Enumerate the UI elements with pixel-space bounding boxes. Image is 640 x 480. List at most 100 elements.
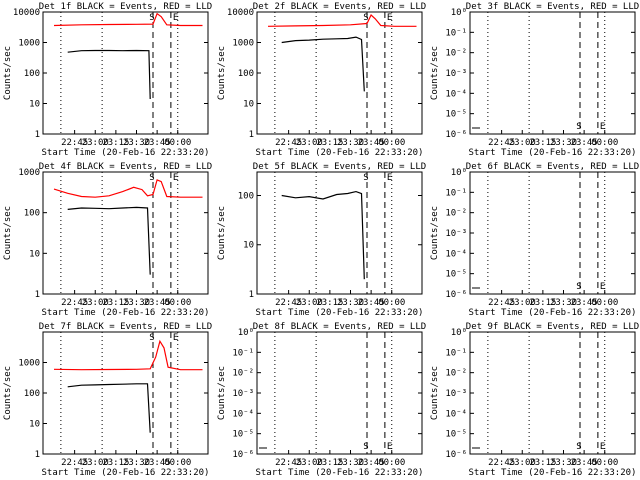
x-tick-label: 23:15: [316, 458, 343, 468]
panel-det-7: Det 7f BLACK = Events, RED = LLD 1 10 100 10…: [3, 322, 212, 478]
y-tick-label: 10⁻⁵: [445, 110, 467, 120]
y-tick-label: 10⁻¹: [445, 348, 467, 358]
y-tick-label: 100: [238, 69, 254, 79]
panel-det-6: Det 6f BLACK = Events, RED = LLD 10⁻⁶ 10⁻⁵…: [430, 162, 639, 318]
end-marker: E: [173, 13, 178, 23]
x-tick-label: 23:00: [509, 458, 536, 468]
y-tick-label: 10000: [227, 8, 254, 18]
x-tick-label: 00:00: [591, 138, 618, 148]
y-tick-label: 100: [24, 209, 40, 219]
x-tick-label: 23:00: [509, 138, 536, 148]
plot-frame: [469, 11, 636, 135]
y-tick-label: 10000: [13, 8, 40, 18]
x-tick-label: 22:45: [275, 138, 302, 148]
x-axis-label: Start Time (20-Feb-16 22:33:20): [256, 468, 424, 478]
y-tick-label: 10: [29, 100, 40, 110]
x-tick-label: 23:15: [316, 138, 343, 148]
y-axis-label: Counts/sec: [3, 46, 13, 100]
y-tick-label: 10⁻²: [445, 209, 467, 219]
y-tick-label: 10⁻²: [232, 369, 254, 379]
y-tick-label: 1: [35, 130, 40, 140]
y-tick-label: 10⁰: [451, 328, 467, 338]
x-tick-label: 22:45: [275, 458, 302, 468]
y-axis-label: Counts/sec: [430, 366, 440, 420]
y-axis-label: Counts/sec: [217, 46, 227, 100]
plot-frame: [256, 171, 423, 295]
end-marker: E: [600, 282, 605, 292]
x-tick-label: 23:30: [123, 458, 150, 468]
y-axis-label: Counts/sec: [3, 366, 13, 420]
x-tick-label: 23:30: [337, 298, 364, 308]
x-tick-label: 23:15: [102, 458, 129, 468]
y-tick-label: 10⁻³: [445, 69, 467, 79]
x-tick-label: 23:45: [144, 138, 171, 148]
panel-title: Det 4f BLACK = Events, RED = LLD: [39, 162, 212, 172]
y-tick-label: 10⁻¹: [445, 188, 467, 198]
panel-title: Det 9f BLACK = Events, RED = LLD: [466, 322, 639, 332]
x-axis-label: Start Time (20-Feb-16 22:33:20): [42, 148, 210, 158]
x-tick-label: 00:00: [378, 138, 405, 148]
x-tick-label: 23:00: [296, 298, 323, 308]
x-tick-label: 23:45: [571, 138, 598, 148]
events-series-line: [67, 49, 151, 100]
x-tick-label: 23:15: [316, 298, 343, 308]
y-tick-label: 10: [243, 100, 254, 110]
plot-frame: [469, 331, 636, 455]
y-tick-label: 10⁻²: [445, 369, 467, 379]
y-tick-label: 10⁻⁵: [445, 430, 467, 440]
x-tick-label: 23:15: [529, 458, 556, 468]
x-tick-label: 23:00: [296, 138, 323, 148]
x-tick-label: 00:00: [378, 298, 405, 308]
end-marker: E: [600, 122, 605, 132]
y-tick-label: 1: [249, 290, 254, 300]
y-tick-label: 1: [35, 290, 40, 300]
y-tick-label: 10⁻¹: [232, 348, 254, 358]
x-tick-label: 23:00: [509, 298, 536, 308]
plot-frame: [469, 171, 636, 295]
y-tick-label: 10⁻⁶: [445, 450, 467, 460]
x-tick-label: 00:00: [591, 298, 618, 308]
x-tick-label: 23:15: [102, 138, 129, 148]
x-tick-label: 22:45: [275, 298, 302, 308]
y-tick-label: 1000: [18, 359, 40, 369]
y-tick-label: 10⁻⁴: [445, 409, 467, 419]
x-tick-label: 23:00: [82, 138, 109, 148]
y-tick-label: 10⁻²: [445, 49, 467, 59]
y-tick-label: 1: [249, 130, 254, 140]
x-axis-label: Start Time (20-Feb-16 22:33:20): [42, 308, 210, 318]
end-marker: E: [173, 333, 178, 343]
x-tick-label: 23:45: [571, 298, 598, 308]
y-tick-label: 1: [35, 450, 40, 460]
y-tick-label: 10⁰: [451, 8, 467, 18]
y-tick-label: 100: [238, 191, 254, 201]
end-marker: E: [600, 442, 605, 452]
x-tick-label: 23:30: [550, 298, 577, 308]
x-tick-label: 22:45: [61, 458, 88, 468]
y-tick-label: 10⁻⁶: [445, 290, 467, 300]
x-tick-label: 23:00: [82, 458, 109, 468]
y-tick-label: 100: [24, 389, 40, 399]
y-tick-label: 10: [29, 420, 40, 430]
y-tick-label: 10⁻⁵: [445, 270, 467, 280]
plot-frame: [42, 331, 209, 455]
y-tick-label: 100: [24, 69, 40, 79]
start-marker: S: [363, 442, 368, 452]
x-tick-label: 23:00: [82, 298, 109, 308]
panel-title: Det 3f BLACK = Events, RED = LLD: [466, 2, 639, 12]
x-tick-label: 23:45: [358, 138, 385, 148]
x-tick-label: 23:30: [550, 138, 577, 148]
panel-det-8: Det 8f BLACK = Events, RED = LLD 10⁻⁶ 10⁻⁵…: [217, 322, 426, 478]
y-tick-label: 10: [243, 241, 254, 251]
lld-series-line: [53, 339, 203, 371]
x-axis-label: Start Time (20-Feb-16 22:33:20): [256, 148, 424, 158]
events-series-line: [67, 383, 151, 433]
panel-title: Det 2f BLACK = Events, RED = LLD: [253, 2, 426, 12]
x-tick-label: 23:30: [123, 138, 150, 148]
end-marker: E: [387, 13, 392, 23]
x-tick-label: 23:00: [296, 458, 323, 468]
y-tick-label: 10⁰: [238, 328, 254, 338]
x-tick-label: 00:00: [378, 458, 405, 468]
x-tick-label: 23:45: [358, 298, 385, 308]
x-tick-label: 22:45: [488, 138, 515, 148]
panel-det-5: Det 5f BLACK = Events, RED = LLD 1 10 100 Co…: [217, 162, 426, 318]
